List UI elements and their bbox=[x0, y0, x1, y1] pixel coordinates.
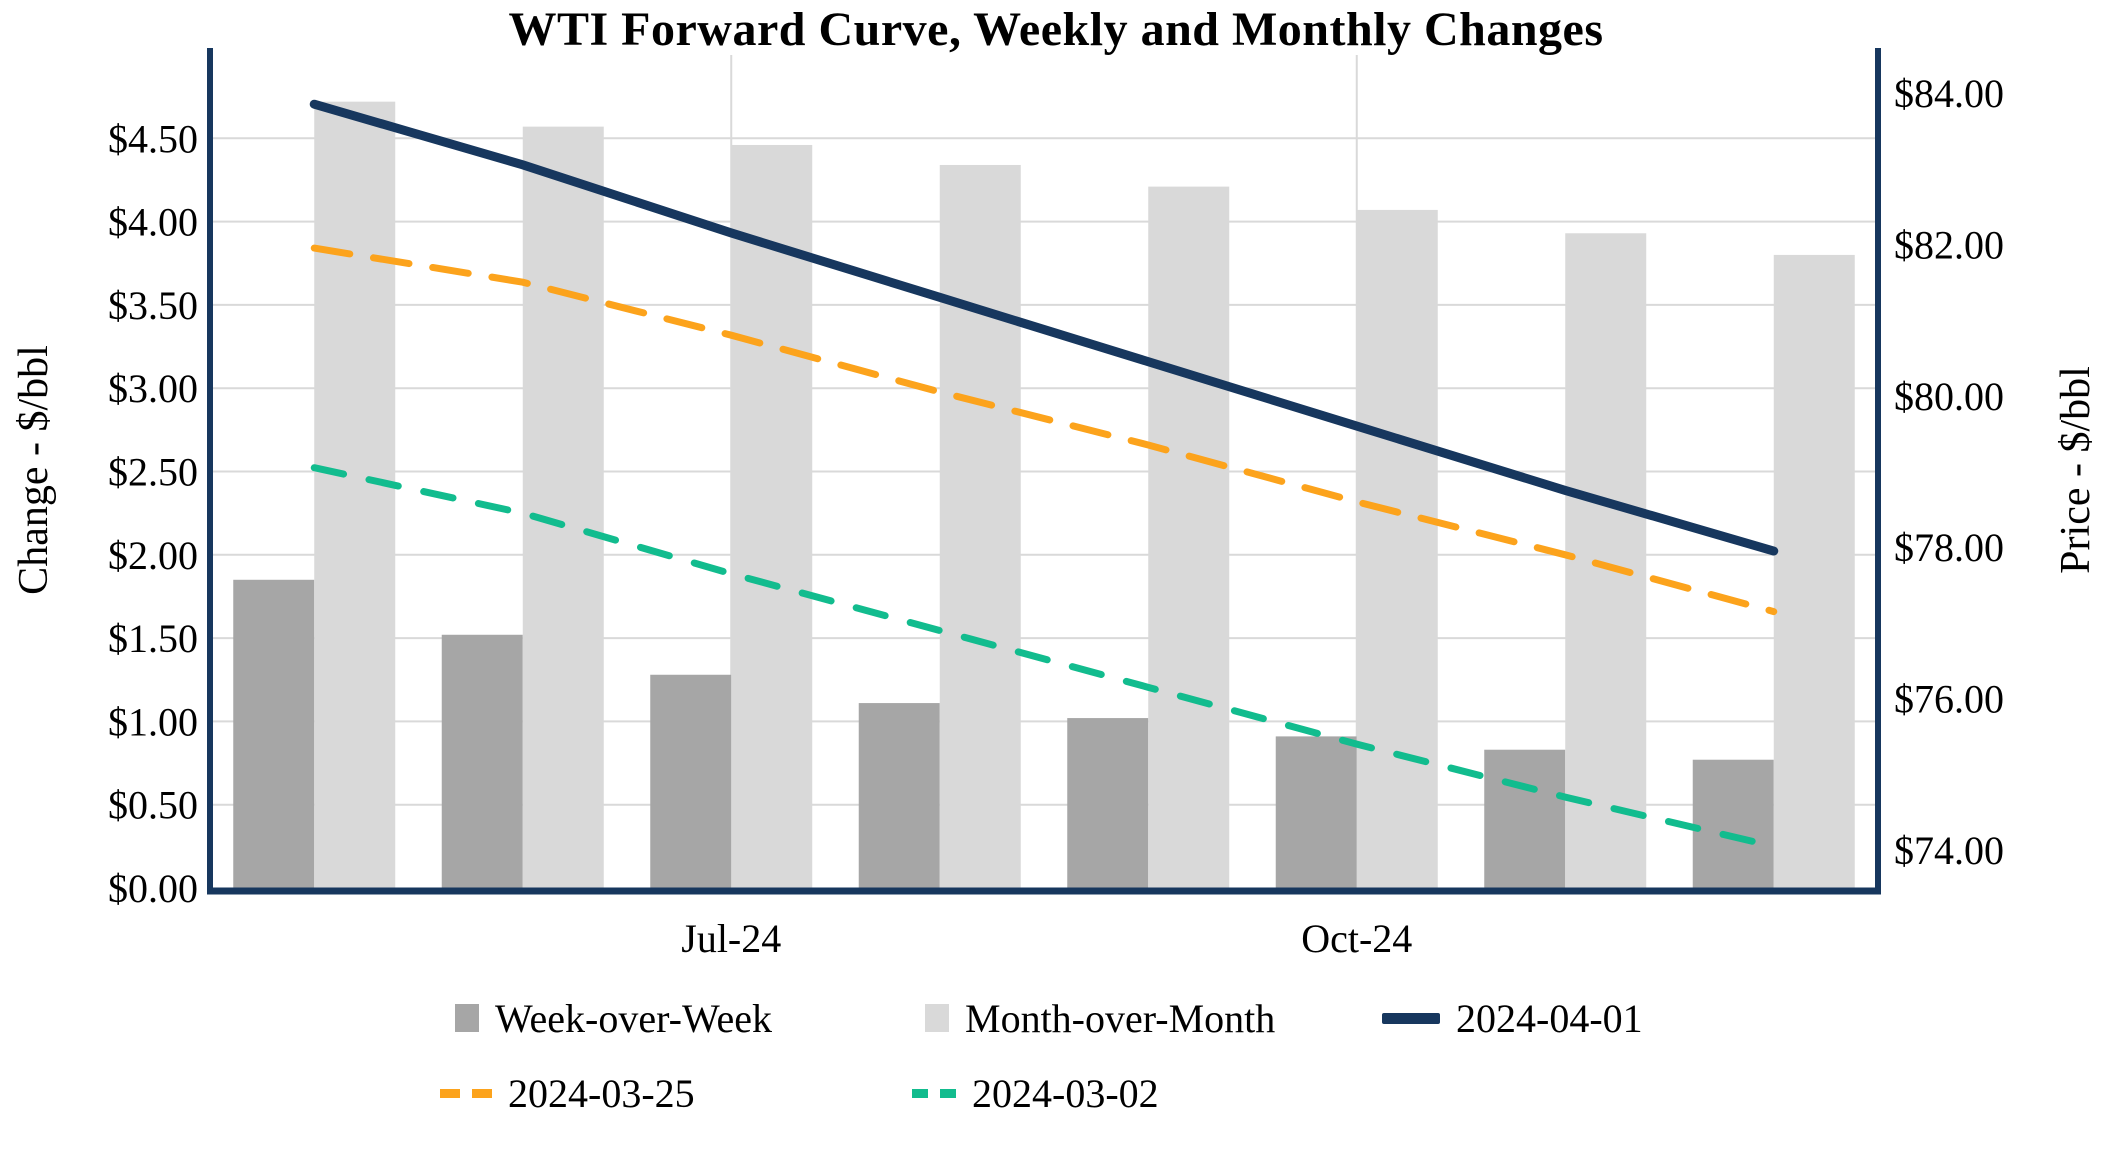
legend-label: Week-over-Week bbox=[495, 995, 773, 1041]
bar-week-over-week bbox=[1275, 736, 1357, 888]
legend-item-2024-04-01: 2024-04-01 bbox=[1382, 995, 1643, 1041]
bar-week-over-week bbox=[233, 579, 315, 888]
bar-month-over-month bbox=[731, 144, 813, 889]
dashed-line-marker-icon bbox=[912, 1088, 956, 1098]
dashed-line-marker-icon bbox=[440, 1088, 492, 1098]
bar-month-over-month bbox=[1356, 209, 1438, 889]
bar-month-over-month bbox=[939, 164, 1021, 888]
chart-title: WTI Forward Curve, Weekly and Monthly Ch… bbox=[508, 3, 1604, 56]
right-axis-tick-label: $74.00 bbox=[1894, 828, 2004, 873]
legend-item-week-over-week: Week-over-Week bbox=[455, 995, 773, 1041]
legend-item-month-over-month: Month-over-Month bbox=[925, 995, 1276, 1041]
legend-label: Month-over-Month bbox=[965, 995, 1276, 1041]
bar-month-over-month bbox=[522, 126, 604, 888]
left-axis-tick-label: $3.50 bbox=[108, 283, 198, 328]
bar-week-over-week bbox=[650, 674, 732, 888]
right-axis-tick-label: $76.00 bbox=[1894, 677, 2004, 722]
right-axis-tick-label: $78.00 bbox=[1894, 525, 2004, 570]
right-axis-tick-label: $82.00 bbox=[1894, 222, 2004, 267]
x-axis-tick-label: Oct-24 bbox=[1301, 916, 1412, 961]
bar-month-over-month bbox=[1565, 233, 1647, 889]
left-axis-tick-label: $1.00 bbox=[108, 699, 198, 744]
line-2024-03-02 bbox=[310, 464, 1778, 850]
legend-item-2024-03-02: 2024-03-02 bbox=[912, 1070, 1159, 1116]
x-axis-tick-label: Jul-24 bbox=[681, 916, 781, 961]
bar-month-over-month bbox=[1148, 186, 1230, 888]
month-over-month-swatch-icon bbox=[925, 1004, 949, 1032]
legend-item-2024-03-25: 2024-03-25 bbox=[440, 1070, 695, 1116]
bar-week-over-week bbox=[858, 703, 940, 888]
bar-week-over-week bbox=[441, 634, 523, 888]
bar-week-over-week bbox=[1067, 718, 1149, 888]
line-2024-04-01 bbox=[309, 99, 1779, 556]
left-axis-tick-label: $4.50 bbox=[108, 116, 198, 161]
left-axis-tick-label: $2.00 bbox=[108, 533, 198, 578]
bar-week-over-week bbox=[1484, 749, 1566, 888]
right-axis-tick-label: $80.00 bbox=[1894, 374, 2004, 419]
left-axis-tick-label: $0.50 bbox=[108, 783, 198, 828]
bar-week-over-week bbox=[1692, 759, 1774, 888]
solid-line-marker-icon bbox=[1382, 1012, 1440, 1024]
legend-label: 2024-03-25 bbox=[508, 1070, 695, 1116]
bar-month-over-month bbox=[314, 101, 396, 888]
week-over-week-swatch-icon bbox=[455, 1004, 479, 1032]
right-axis-tick-label: $84.00 bbox=[1894, 71, 2004, 116]
left-axis-tick-label: $1.50 bbox=[108, 616, 198, 661]
line-2024-03-25 bbox=[310, 244, 1778, 616]
left-axis-tick-label: $3.00 bbox=[108, 366, 198, 411]
left-axis-tick-label: $0.00 bbox=[108, 866, 198, 911]
bar-month-over-month bbox=[1773, 254, 1855, 889]
left-axis-tick-label: $2.50 bbox=[108, 450, 198, 495]
legend-label: 2024-03-02 bbox=[972, 1070, 1159, 1116]
left-axis-tick-label: $4.00 bbox=[108, 200, 198, 245]
legend-label: 2024-04-01 bbox=[1456, 995, 1643, 1041]
